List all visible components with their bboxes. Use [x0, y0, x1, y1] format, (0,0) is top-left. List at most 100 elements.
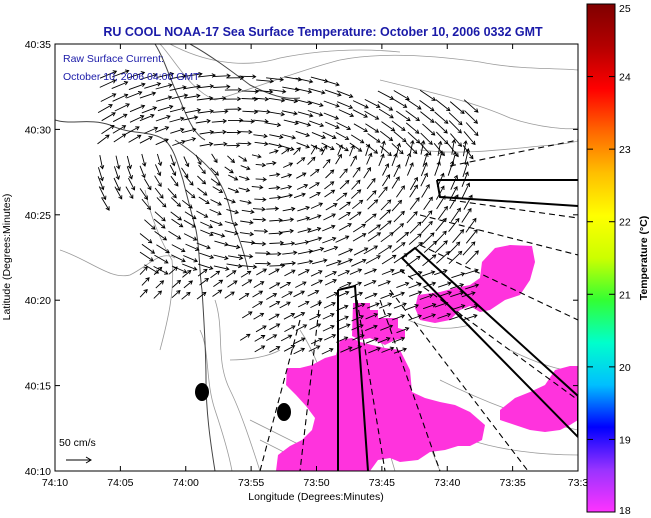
current-vector	[111, 69, 130, 78]
y-tick-label: 40:15	[25, 381, 51, 393]
current-vector	[364, 99, 381, 108]
current-vector	[297, 205, 311, 212]
current-vector	[422, 303, 437, 310]
current-vector	[114, 186, 123, 200]
current-vector	[391, 97, 408, 108]
current-vector	[337, 270, 350, 277]
current-vector	[128, 177, 136, 191]
current-vector	[269, 134, 284, 140]
current-vector	[297, 259, 314, 265]
current-vector	[171, 218, 184, 228]
current-vector	[240, 240, 256, 245]
current-vector	[280, 184, 293, 190]
current-vector	[226, 130, 242, 135]
current-vector	[280, 260, 297, 266]
current-vector	[365, 337, 379, 344]
y-tick-label: 40:35	[25, 39, 51, 51]
current-vector	[436, 195, 446, 210]
current-vector	[252, 290, 264, 298]
current-vector	[224, 221, 239, 227]
current-vector	[182, 263, 198, 271]
current-vector	[238, 175, 250, 181]
current-vector	[269, 149, 279, 154]
current-vector	[170, 197, 182, 207]
current-vector	[210, 167, 220, 176]
current-vector	[211, 118, 228, 124]
current-vector	[197, 187, 208, 196]
current-vector	[434, 161, 441, 176]
current-vector	[155, 114, 171, 122]
current-vector	[210, 270, 221, 279]
current-vector	[308, 345, 321, 352]
current-vector	[324, 181, 335, 190]
current-vector	[377, 337, 391, 344]
current-vector	[252, 206, 266, 212]
current-vector	[409, 139, 415, 154]
current-vector	[129, 115, 145, 123]
y-tick-label: 40:20	[25, 295, 51, 307]
current-vector	[336, 336, 349, 343]
current-vector	[420, 140, 426, 155]
current-vector	[141, 106, 158, 114]
current-vector	[171, 290, 181, 299]
current-vector	[281, 148, 290, 155]
current-vector	[99, 155, 105, 170]
current-vector	[182, 269, 192, 278]
current-vector	[185, 108, 202, 114]
current-vector	[296, 142, 311, 149]
current-vector	[199, 141, 214, 147]
current-vector	[281, 291, 293, 298]
current-vector	[447, 160, 455, 176]
current-vector	[269, 300, 281, 308]
current-vector	[339, 281, 352, 289]
current-vector	[101, 197, 110, 211]
current-vector	[325, 121, 340, 129]
current-vector	[461, 207, 472, 223]
current-vector	[349, 211, 362, 221]
current-vector	[266, 122, 282, 128]
current-vector	[254, 141, 269, 147]
current-vector	[200, 221, 214, 229]
current-vector	[465, 217, 477, 233]
current-vector	[339, 201, 351, 211]
current-vector	[367, 199, 379, 210]
current-vector	[381, 268, 395, 275]
current-vector	[296, 216, 311, 222]
current-vector	[349, 144, 355, 157]
current-vector	[391, 152, 398, 167]
current-vector	[461, 171, 469, 187]
current-vector	[409, 197, 420, 210]
current-vector	[224, 96, 242, 102]
current-vector	[406, 98, 422, 110]
current-vector	[252, 96, 270, 102]
current-vector	[155, 280, 165, 289]
current-vector	[295, 77, 314, 84]
current-vector	[422, 281, 437, 288]
current-vector	[238, 293, 250, 301]
current-vector	[365, 255, 381, 264]
current-vector	[183, 115, 199, 121]
current-vector	[266, 206, 280, 211]
current-vector	[336, 304, 349, 312]
current-vector	[255, 177, 267, 182]
current-vector	[324, 279, 337, 286]
x-tick-label: 73:3	[568, 477, 589, 489]
current-vector	[391, 199, 403, 212]
current-vector	[294, 87, 313, 94]
current-vector	[379, 209, 391, 221]
current-vector	[338, 109, 355, 118]
current-vector	[212, 186, 224, 193]
x-tick-label: 74:10	[42, 477, 68, 489]
current-vector	[368, 347, 381, 354]
current-vector	[350, 291, 364, 299]
colorbar-tick-label: 25	[619, 3, 631, 15]
current-vector	[322, 236, 337, 244]
current-vector	[293, 312, 306, 319]
current-vector	[266, 160, 277, 166]
current-vector	[450, 283, 465, 290]
current-vector	[141, 153, 147, 167]
current-vector	[420, 132, 433, 146]
current-vector	[237, 141, 252, 146]
current-vector	[223, 197, 236, 204]
current-vector	[351, 179, 361, 190]
